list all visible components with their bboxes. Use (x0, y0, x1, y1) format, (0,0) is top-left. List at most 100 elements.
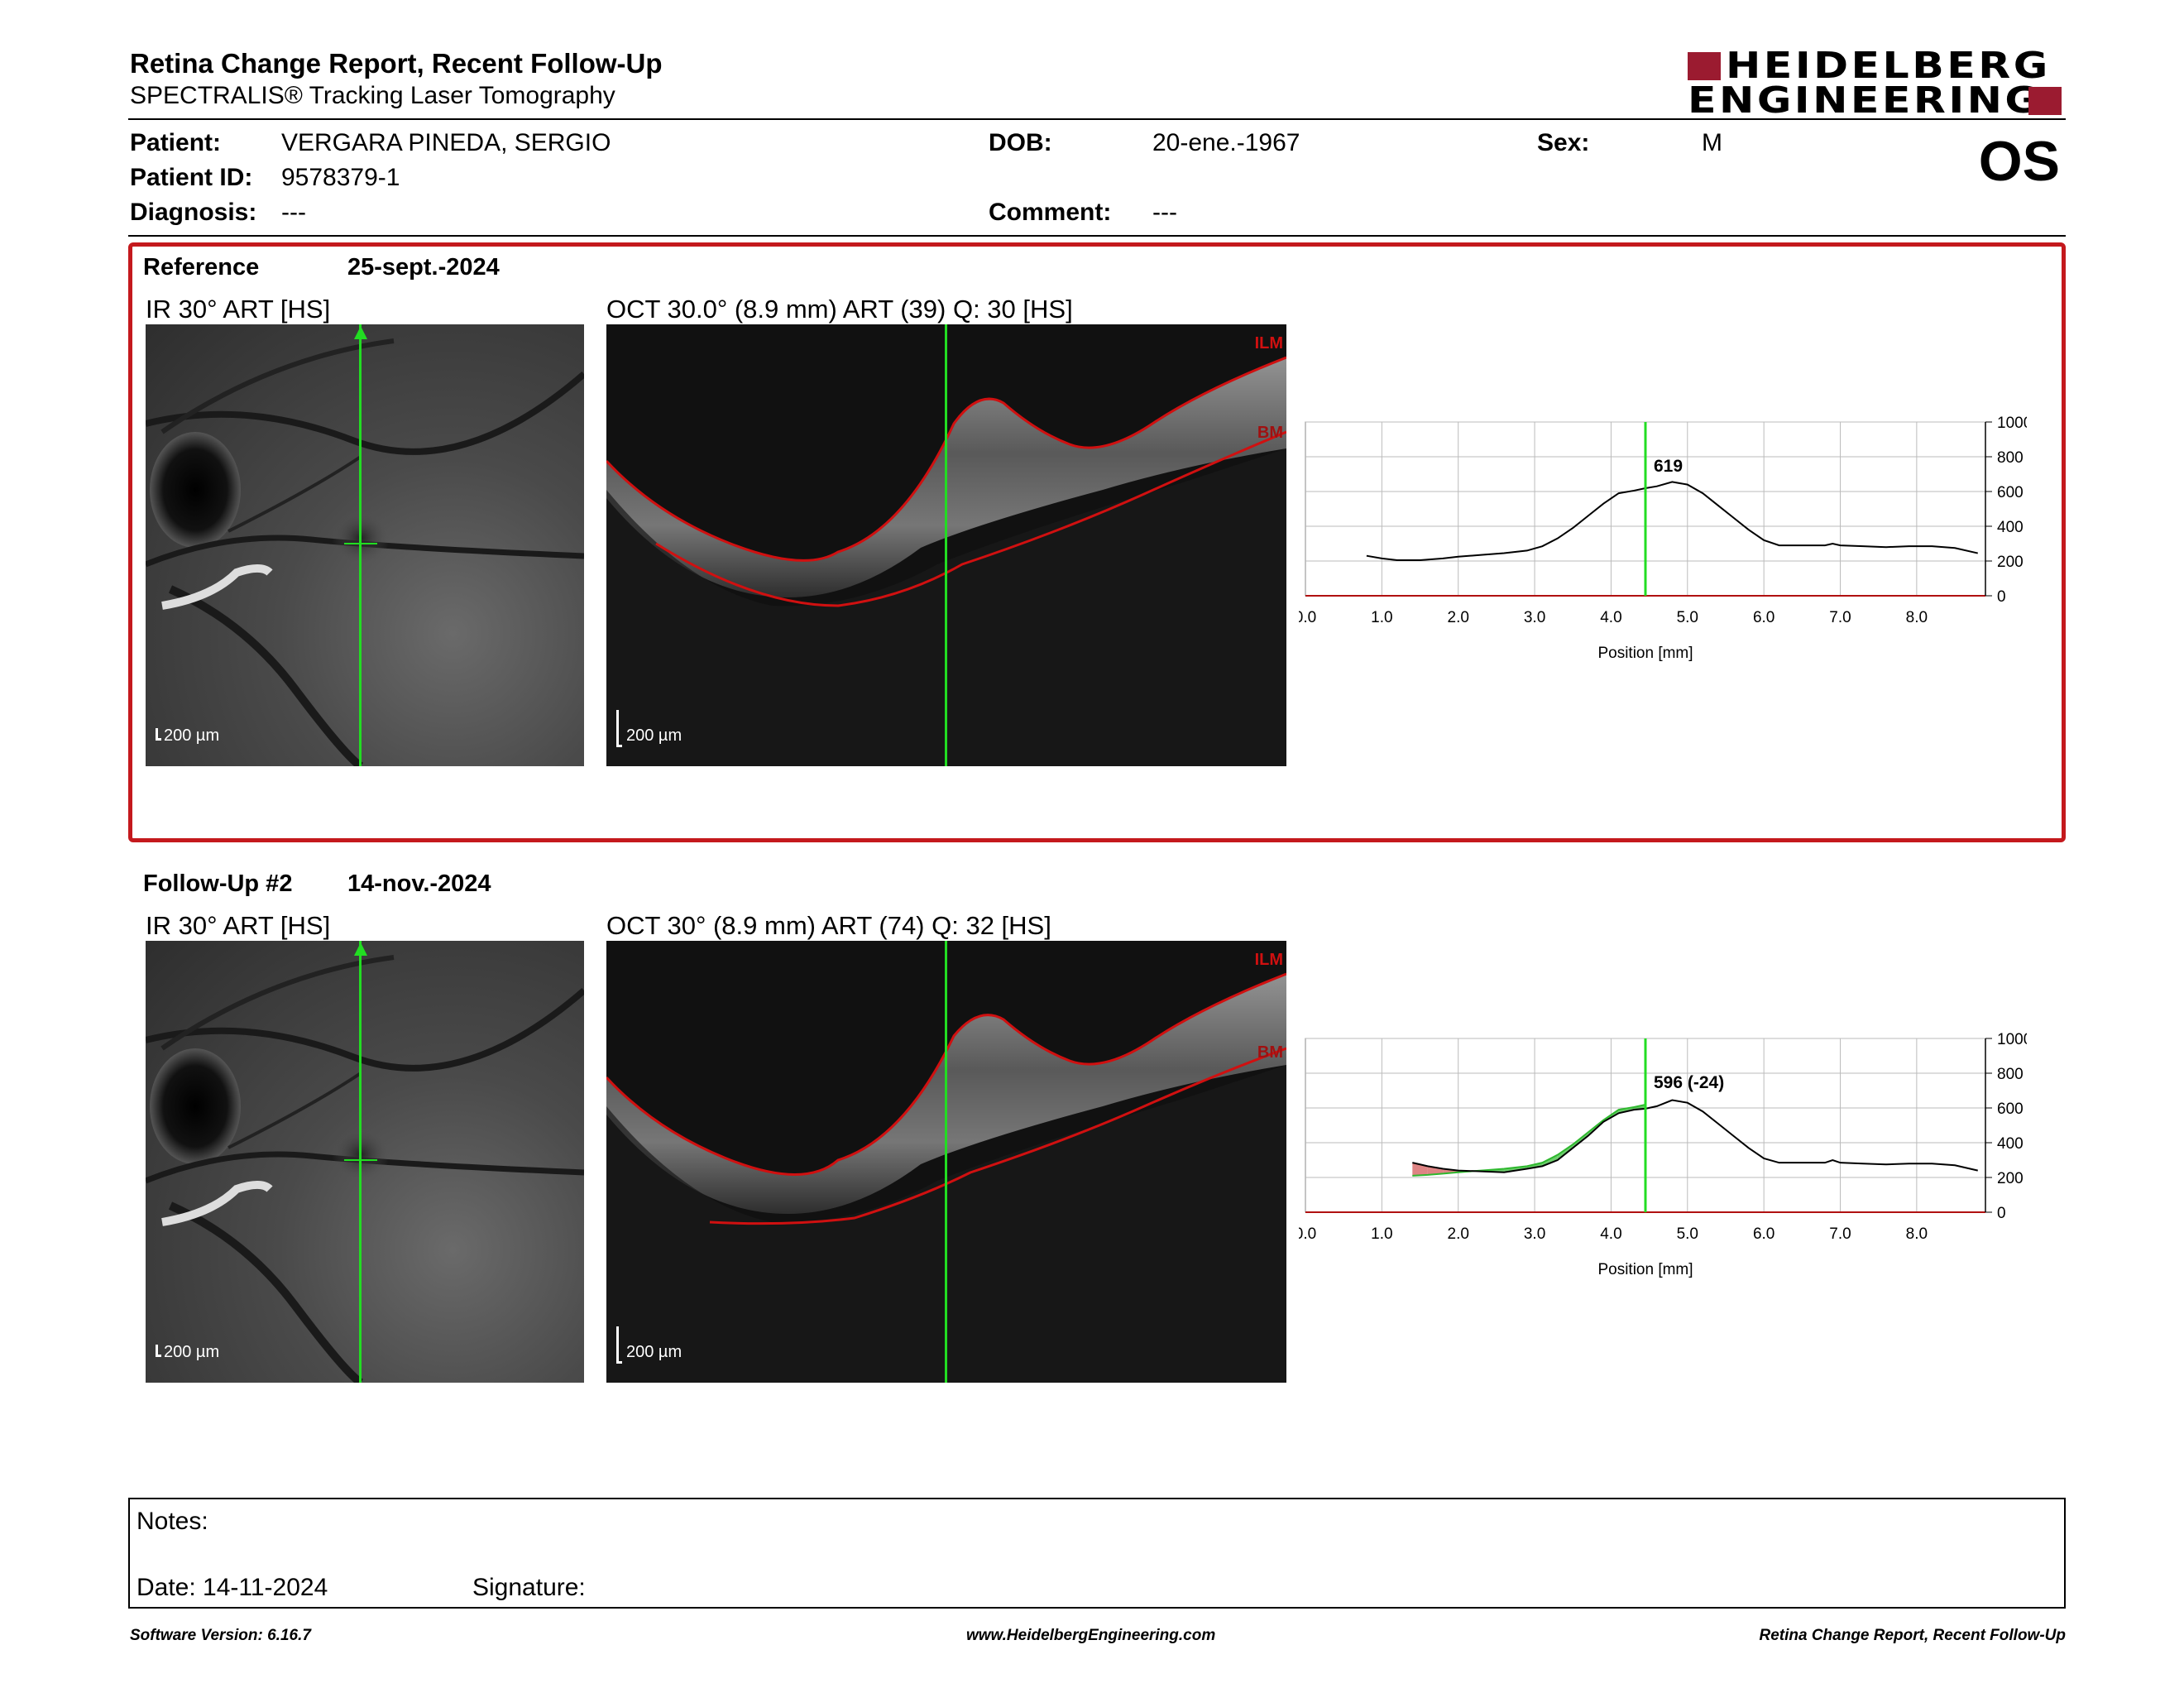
bm-label: BM (1257, 424, 1283, 442)
scale-bar (156, 1345, 161, 1357)
software-version: Software Version: 6.16.7 (130, 1627, 311, 1644)
patient-name: VERGARA PINEDA, SERGIO (281, 129, 611, 156)
followup-label: Follow-Up #2 (143, 870, 293, 897)
followup-oct-title: OCT 30° (8.9 mm) ART (74) Q: 32 [HS] (606, 911, 1051, 940)
reference-ir-image[interactable]: 200 µm (146, 324, 584, 766)
fovea-marker (344, 543, 377, 544)
oct-scale-label: 200 µm (626, 1343, 682, 1361)
marker-value-label: 596 (-24) (1654, 1073, 1724, 1092)
logo-text-top: HEIDELBERG (1726, 45, 2051, 87)
x-tick-label: 2.0 (1448, 1225, 1469, 1243)
y-tick-label: 1000 (1997, 1031, 2027, 1048)
diagnosis-label: Diagnosis: (130, 199, 257, 226)
ilm-label: ILM (1254, 334, 1283, 352)
y-tick-label: 0 (1997, 588, 2006, 606)
y-tick-label: 600 (1997, 484, 2024, 501)
reference-label: Reference (143, 254, 260, 281)
x-tick-label: 8.0 (1906, 609, 1928, 626)
report-title: Retina Change Report, Recent Follow-Up (130, 48, 663, 79)
x-tick-label: 4.0 (1600, 609, 1621, 626)
ilm-line (606, 356, 1286, 562)
website-link[interactable]: www.HeidelbergEngineering.com (966, 1627, 1216, 1644)
y-tick-label: 800 (1997, 449, 2024, 467)
followup-thickness-chart: 0.0 1.0 2.0 3.0 4.0 5.0 6.0 7.0 8.0 0 200 400 600 800… (1295, 1026, 2057, 1299)
logo-text-bottom: ENGINEERING (1688, 79, 2043, 122)
x-tick-label: 5.0 (1677, 609, 1698, 626)
reference-thickness-svg: 0.0 1.0 2.0 3.0 4.0 5.0 6.0 7.0 8.0 0 200 400 600 800… (1295, 415, 2057, 662)
patient-divider (128, 235, 2066, 237)
optic-disc (150, 432, 241, 548)
followup-date: 14-nov.-2024 (347, 870, 491, 897)
followup-ir-image[interactable]: 200 µm (146, 941, 584, 1383)
thickness-series-line (1366, 481, 1978, 561)
x-tick-label: 3.0 (1524, 1225, 1545, 1243)
x-tick-label: 5.0 (1677, 1225, 1698, 1243)
scan-line (359, 941, 362, 1383)
y-tick-label: 400 (1997, 1135, 2024, 1153)
x-axis-label: Position [mm] (1597, 1261, 1693, 1278)
notes-box[interactable]: Notes: Date: 14-11-2024 Signature: (128, 1498, 2066, 1609)
reference-ir-title: IR 30° ART [HS] (146, 295, 331, 324)
marker-value-label: 619 (1654, 457, 1683, 476)
followup-thickness-svg: 0.0 1.0 2.0 3.0 4.0 5.0 6.0 7.0 8.0 0 200 400 600 800… (1295, 1031, 2057, 1278)
scan-direction-arrow (354, 942, 367, 956)
reference-oct-title: OCT 30.0° (8.9 mm) ART (39) Q: 30 [HS] (606, 295, 1073, 324)
fovea-marker (344, 1159, 377, 1161)
patient-id-label: Patient ID: (130, 164, 253, 191)
patient-id: 9578379-1 (281, 164, 400, 191)
followup-oct-image[interactable]: ILM BM 200 µm (606, 941, 1286, 1383)
scale-bar (616, 710, 622, 747)
dob-label: DOB: (989, 129, 1052, 156)
x-axis-label: Position [mm] (1597, 645, 1693, 662)
x-tick-label: 1.0 (1371, 1225, 1392, 1243)
logo-square-top (1688, 52, 1721, 80)
notes-label: Notes: (136, 1508, 208, 1535)
x-tick-label: 4.0 (1600, 1225, 1621, 1243)
bm-line (709, 1047, 1286, 1225)
header-divider (128, 118, 2066, 120)
x-tick-label: 8.0 (1906, 1225, 1928, 1243)
scale-bar (156, 728, 161, 741)
logo-square-bottom (2028, 87, 2062, 115)
patient-label: Patient: (130, 129, 222, 156)
x-tick-label: 1.0 (1371, 609, 1392, 626)
comment-value: --- (1152, 199, 1177, 226)
reference-box (128, 242, 2066, 842)
comment-label: Comment: (989, 199, 1112, 226)
ir-fundus-graphic (146, 955, 584, 1383)
optic-disc (150, 1048, 241, 1164)
reference-date: 25-sept.-2024 (347, 254, 500, 281)
y-tick-label: 200 (1997, 554, 2024, 571)
reference-series-line (1412, 1104, 1646, 1177)
ir-fundus-graphic (146, 338, 584, 766)
ilm-line (606, 972, 1286, 1176)
eye-indicator: OS (1978, 130, 2060, 193)
scan-position-line (945, 941, 947, 1383)
report-subtitle: SPECTRALIS® Tracking Laser Tomography (130, 82, 615, 109)
dob-value: 20-ene.-1967 (1152, 129, 1300, 156)
thickness-series-line (1412, 1099, 1978, 1173)
followup-ir-title: IR 30° ART [HS] (146, 911, 331, 940)
x-tick-label: 6.0 (1753, 609, 1774, 626)
scan-position-line (945, 324, 947, 766)
x-tick-label: 0.0 (1299, 1225, 1316, 1243)
x-tick-label: 2.0 (1448, 609, 1469, 626)
scale-bar (616, 1326, 622, 1364)
y-tick-label: 600 (1997, 1101, 2024, 1118)
diagnosis-value: --- (281, 199, 306, 226)
y-tick-label: 0 (1997, 1205, 2006, 1222)
oct-scale-label: 200 µm (626, 727, 682, 745)
ir-scale-label: 200 µm (164, 727, 220, 745)
footer-report-name: Retina Change Report, Recent Follow-Up (1759, 1627, 2066, 1644)
x-tick-label: 6.0 (1753, 1225, 1774, 1243)
bm-label: BM (1257, 1043, 1283, 1062)
reference-oct-image[interactable]: ILM BM 200 µm (606, 324, 1286, 766)
signature-label: Signature: (472, 1574, 586, 1601)
y-tick-label: 200 (1997, 1170, 2024, 1187)
x-tick-label: 7.0 (1829, 1225, 1851, 1243)
x-tick-label: 3.0 (1524, 609, 1545, 626)
y-tick-label: 800 (1997, 1066, 2024, 1083)
report-date: Date: 14-11-2024 (136, 1574, 328, 1601)
sex-value: M (1702, 129, 1722, 156)
scan-line (359, 324, 362, 766)
